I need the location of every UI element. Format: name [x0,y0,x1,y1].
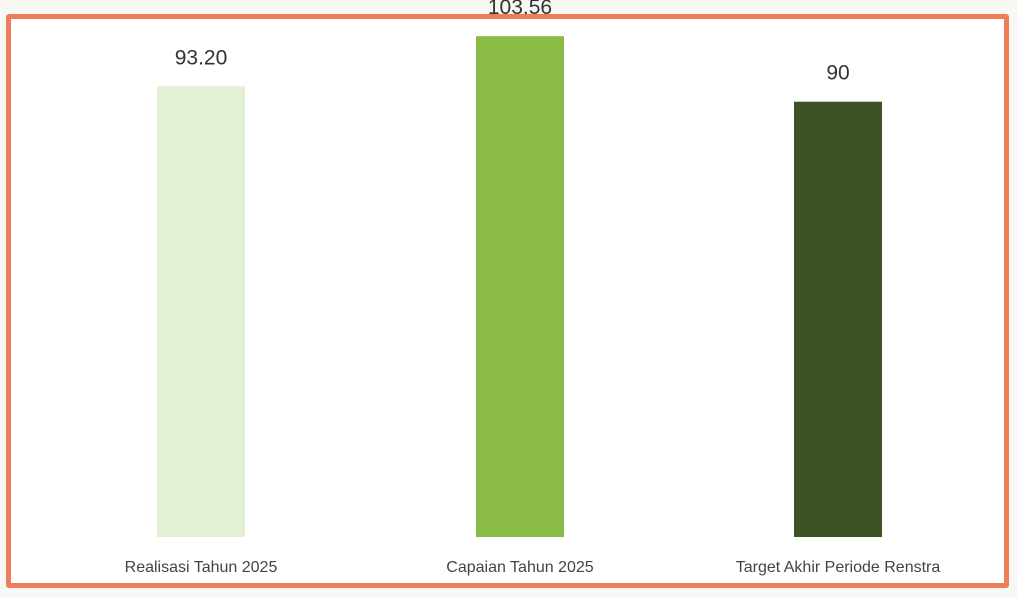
bars-layer [157,36,882,538]
category-label-realisasi: Realisasi Tahun 2025 [125,559,278,576]
bar-capaian [476,36,564,538]
value-label-target: 90 [826,62,849,85]
value-label-capaian: 103.56 [488,0,552,19]
category-label-target: Target Akhir Periode Renstra [736,559,941,576]
bar-realisasi [157,86,245,537]
bar-target [794,101,882,538]
value-label-realisasi: 93.20 [175,46,228,69]
category-label-capaian: Capaian Tahun 2025 [446,559,593,576]
